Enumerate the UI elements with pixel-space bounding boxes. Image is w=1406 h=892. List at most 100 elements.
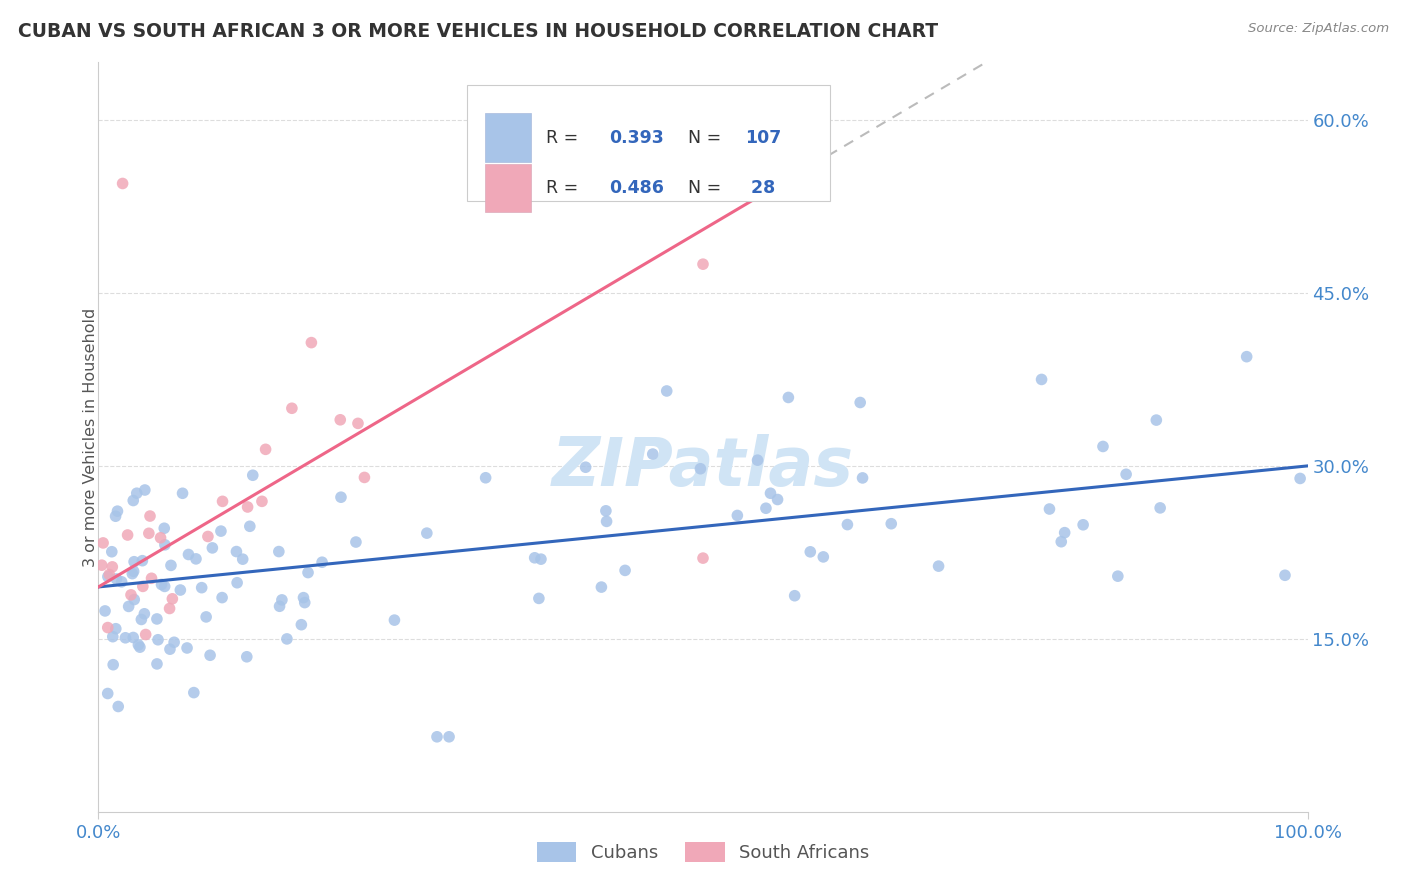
Point bbox=[209, 524, 232, 538]
FancyBboxPatch shape bbox=[485, 113, 531, 162]
Text: CUBAN VS SOUTH AFRICAN 3 OR MORE VEHICLES IN HOUSEHOLD CORRELATION CHART: CUBAN VS SOUTH AFRICAN 3 OR MORE VEHICLE… bbox=[18, 22, 938, 41]
Point bbox=[122, 631, 145, 645]
Point bbox=[299, 335, 322, 350]
Point bbox=[198, 648, 221, 663]
Point bbox=[120, 588, 142, 602]
Point bbox=[267, 544, 290, 558]
Point bbox=[347, 417, 370, 431]
Point bbox=[523, 550, 546, 565]
Point bbox=[134, 607, 156, 621]
Point bbox=[146, 632, 169, 647]
Point bbox=[416, 526, 439, 541]
Point bbox=[747, 453, 769, 467]
Point bbox=[232, 552, 254, 566]
Point bbox=[641, 447, 664, 461]
Point bbox=[163, 635, 186, 649]
Point bbox=[595, 504, 617, 518]
Point bbox=[146, 612, 169, 626]
Point bbox=[1091, 440, 1114, 454]
Point bbox=[121, 566, 143, 581]
Point bbox=[474, 471, 496, 485]
Point bbox=[169, 582, 191, 597]
Point bbox=[1031, 372, 1053, 386]
Point bbox=[162, 591, 184, 606]
Legend: Cubans, South Africans: Cubans, South Africans bbox=[529, 835, 877, 870]
Point bbox=[127, 638, 149, 652]
Point bbox=[1107, 569, 1129, 583]
Point bbox=[527, 591, 550, 606]
Point bbox=[105, 572, 128, 586]
Point bbox=[236, 649, 259, 664]
Point bbox=[101, 560, 124, 574]
Point bbox=[292, 591, 315, 605]
Point bbox=[1115, 467, 1137, 482]
Point bbox=[97, 686, 120, 700]
Point bbox=[1149, 500, 1171, 515]
Point bbox=[129, 640, 152, 655]
Point bbox=[150, 577, 173, 591]
Point bbox=[426, 730, 449, 744]
Text: Source: ZipAtlas.com: Source: ZipAtlas.com bbox=[1249, 22, 1389, 36]
Point bbox=[239, 519, 262, 533]
Point bbox=[153, 521, 176, 535]
Point bbox=[689, 461, 711, 475]
Point bbox=[311, 555, 333, 569]
Point bbox=[928, 559, 950, 574]
Point bbox=[122, 565, 145, 579]
Point bbox=[91, 536, 114, 550]
Point bbox=[575, 460, 598, 475]
Y-axis label: 3 or more Vehicles in Household: 3 or more Vehicles in Household bbox=[83, 308, 97, 566]
Point bbox=[111, 574, 134, 589]
Point bbox=[125, 486, 148, 500]
Point bbox=[104, 622, 127, 636]
Point bbox=[783, 589, 806, 603]
Point bbox=[236, 500, 259, 514]
Point bbox=[197, 529, 219, 543]
Point bbox=[114, 631, 136, 645]
Point bbox=[132, 579, 155, 593]
Point bbox=[329, 413, 352, 427]
Point bbox=[250, 494, 273, 508]
Point bbox=[104, 509, 127, 524]
Point bbox=[111, 177, 134, 191]
Text: 107: 107 bbox=[745, 128, 782, 147]
Point bbox=[344, 535, 367, 549]
Point bbox=[118, 599, 141, 614]
Point bbox=[799, 545, 821, 559]
Point bbox=[692, 257, 714, 271]
Point bbox=[813, 549, 835, 564]
Point bbox=[107, 504, 129, 518]
Text: 0.393: 0.393 bbox=[609, 128, 664, 147]
Point bbox=[1071, 517, 1094, 532]
Point bbox=[134, 483, 156, 497]
Point bbox=[614, 563, 637, 577]
Point bbox=[1236, 350, 1258, 364]
Point bbox=[122, 493, 145, 508]
Point bbox=[281, 401, 304, 416]
Point bbox=[159, 642, 181, 657]
Point bbox=[725, 508, 748, 523]
Point bbox=[226, 575, 249, 590]
Point bbox=[290, 617, 312, 632]
Point bbox=[1050, 534, 1073, 549]
Point bbox=[1038, 502, 1060, 516]
Point bbox=[135, 627, 157, 641]
Point bbox=[851, 471, 873, 485]
Point bbox=[117, 528, 139, 542]
Point bbox=[153, 579, 176, 593]
Point bbox=[880, 516, 903, 531]
Point bbox=[138, 526, 160, 541]
Point bbox=[101, 630, 124, 644]
Point bbox=[353, 470, 375, 484]
Text: 28: 28 bbox=[745, 179, 776, 197]
Point bbox=[141, 571, 163, 585]
Point bbox=[122, 592, 145, 607]
Point bbox=[269, 599, 291, 614]
Point bbox=[1144, 413, 1167, 427]
Text: ZIPatlas: ZIPatlas bbox=[553, 434, 853, 500]
Point bbox=[97, 569, 120, 583]
FancyBboxPatch shape bbox=[485, 163, 531, 212]
Point bbox=[1289, 471, 1312, 485]
Point bbox=[211, 494, 233, 508]
Point bbox=[225, 544, 247, 558]
